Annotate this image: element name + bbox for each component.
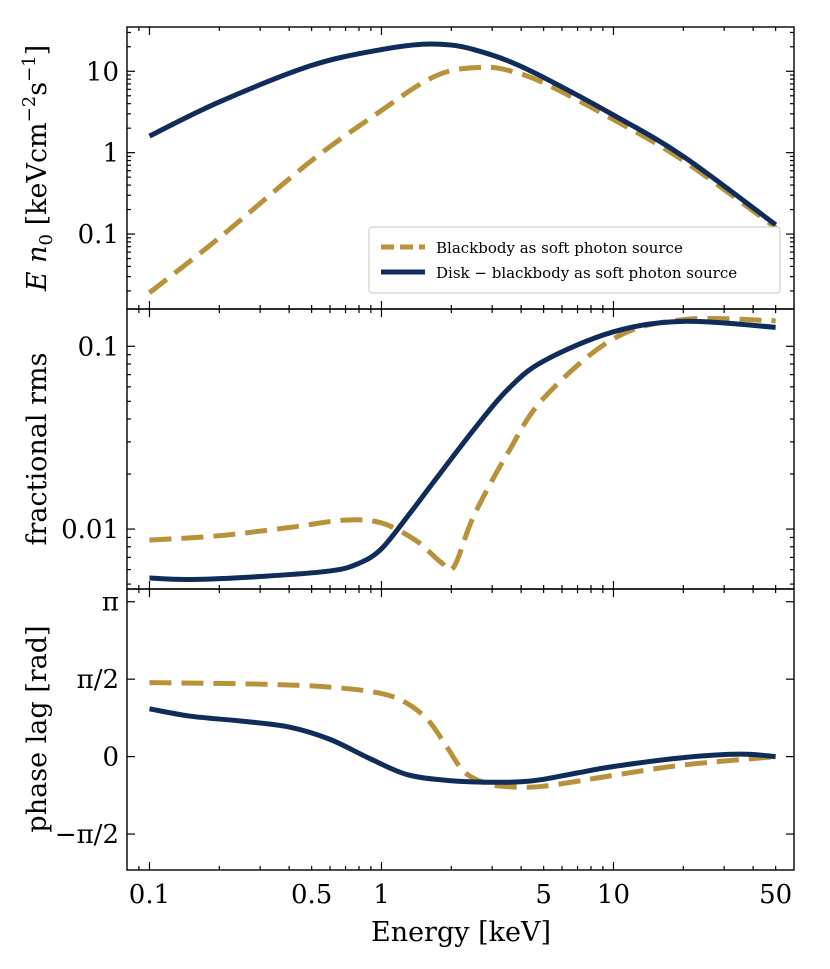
y-tick-label: 0.1	[78, 220, 119, 250]
series-line-blackbody	[147, 64, 778, 295]
legend-label-blackbody: Blackbody as soft photon source	[436, 239, 683, 257]
series-line-blackbody	[149, 680, 776, 790]
y-tick-label: 0.01	[61, 515, 119, 545]
y-axis-label-rms: fractional rms	[22, 353, 53, 546]
series-line-disk	[149, 318, 776, 582]
legend-label-disk: Disk − blackbody as soft photon source	[436, 264, 737, 282]
y-tick-label: 10	[86, 57, 119, 87]
x-tick-label: 0.1	[129, 880, 170, 910]
plot-frame	[126, 588, 795, 871]
y-axis-label-spectrum: E n0 [keVcm−2s−1]	[19, 45, 57, 292]
x-tick-label: 5	[535, 880, 552, 910]
y-tick-label: π	[102, 588, 119, 618]
y-ticks: 0.1 1 10	[78, 31, 794, 292]
series-line-disk	[149, 706, 776, 785]
series-layer	[149, 315, 776, 582]
y-tick-label: 0	[102, 743, 119, 773]
legend: Blackbody as soft photon source Disk − b…	[368, 226, 781, 294]
x-tick-label: 10	[597, 880, 630, 910]
series-layer	[149, 680, 776, 790]
y-tick-label: π/2	[77, 665, 119, 695]
legend-box	[368, 226, 781, 294]
y-tick-label: −π/2	[55, 820, 119, 850]
panel-spectrum: 0.1 1 10 Blackbody as soft photon source D…	[19, 26, 795, 310]
y-tick-label: 1	[102, 139, 119, 169]
y-ticks: 0.01 0.1	[61, 332, 794, 585]
panel-phase-lag: −π/2 0 π/2 π 0.1 0.5 1 5 10 50 phase lag [rad] E…	[22, 588, 795, 948]
panel-rms: 0.01 0.1 fractional rms	[22, 308, 795, 590]
y-tick-label: 0.1	[78, 332, 119, 362]
x-axis-label: Energy [keV]	[371, 917, 551, 948]
x-tick-label: 1	[373, 880, 390, 910]
series-layer	[147, 41, 778, 295]
series-line-disk	[148, 41, 778, 227]
x-tick-label: 0.5	[291, 880, 332, 910]
series-line-blackbody	[149, 315, 776, 573]
x-ticks: 0.1 0.5 1 5 10 50	[129, 589, 792, 910]
x-ticks	[138, 309, 777, 589]
x-tick-label: 50	[759, 880, 792, 910]
y-axis-label-phase-lag: phase lag [rad]	[22, 625, 53, 832]
y-ticks: −π/2 0 π/2 π	[55, 588, 794, 850]
